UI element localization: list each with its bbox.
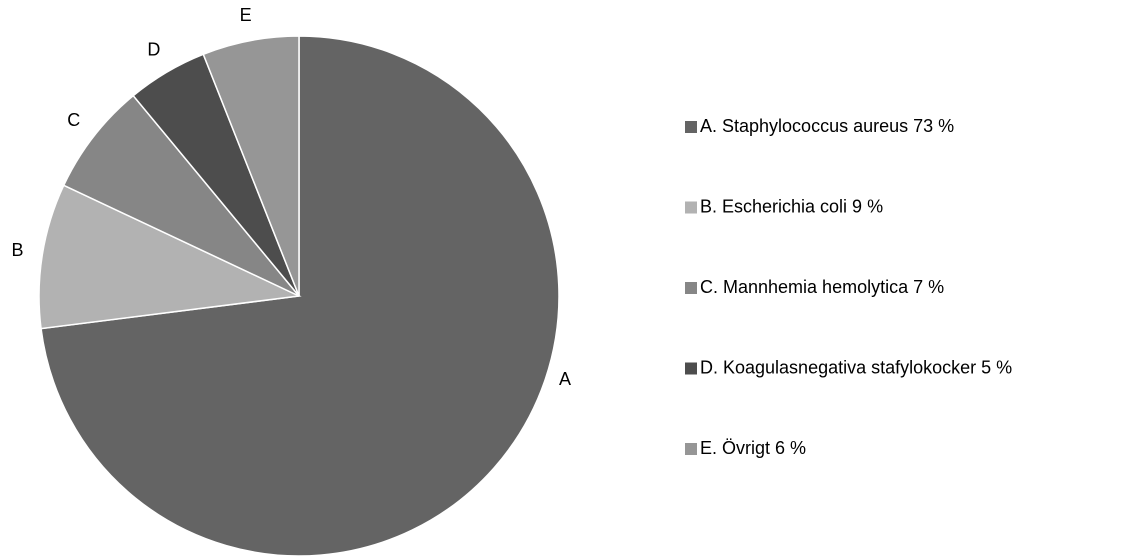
slice-label: C: [67, 110, 80, 130]
legend-swatch: [685, 443, 697, 455]
legend-swatch: [685, 362, 697, 375]
slice-label: D: [147, 39, 160, 59]
legend-swatch: [685, 121, 697, 133]
slice-label: B: [12, 240, 24, 260]
legend-label: A. Staphylococcus aureus 73 %: [700, 116, 954, 136]
legend-swatch: [685, 201, 697, 214]
legend-swatch: [685, 282, 697, 294]
legend-label: C. Mannhemia hemolytica 7 %: [700, 277, 944, 297]
legend-label: E. Övrigt 6 %: [700, 438, 806, 458]
pie-slice: [202, 35, 300, 297]
pie-slice: [62, 94, 300, 297]
legend-label: B. Escherichia coli 9 %: [700, 196, 883, 216]
slice-label: A: [559, 369, 571, 389]
slice-label: E: [240, 5, 252, 25]
pie-slice: [38, 184, 302, 330]
legend-label: D. Koagulasnegativa stafylokocker 5 %: [700, 357, 1012, 377]
